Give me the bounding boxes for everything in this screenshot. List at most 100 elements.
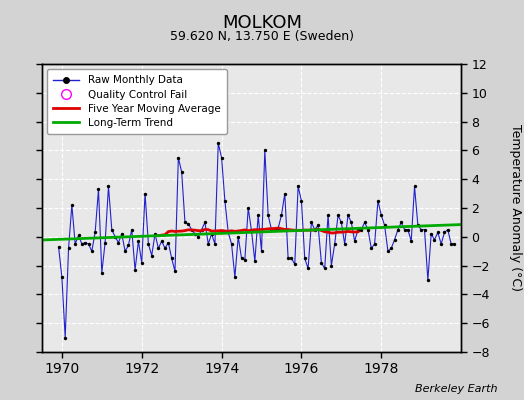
Point bbox=[327, 262, 335, 269]
Point bbox=[241, 257, 249, 263]
Point bbox=[370, 241, 379, 247]
Point bbox=[274, 225, 282, 231]
Point bbox=[168, 255, 176, 262]
Point bbox=[260, 147, 269, 154]
Text: Berkeley Earth: Berkeley Earth bbox=[416, 384, 498, 394]
Point bbox=[270, 226, 279, 233]
Point bbox=[134, 238, 143, 244]
Point bbox=[224, 229, 233, 236]
Point bbox=[184, 221, 192, 227]
Point bbox=[434, 229, 442, 236]
Point bbox=[88, 248, 96, 254]
Text: MOLKOM: MOLKOM bbox=[222, 14, 302, 32]
Point bbox=[410, 183, 419, 190]
Point bbox=[131, 267, 139, 273]
Point bbox=[420, 226, 429, 233]
Point bbox=[390, 236, 399, 243]
Point bbox=[54, 244, 63, 250]
Point bbox=[447, 241, 455, 247]
Point bbox=[181, 219, 189, 226]
Point bbox=[144, 241, 152, 247]
Point bbox=[204, 241, 212, 247]
Point bbox=[107, 226, 116, 233]
Point bbox=[250, 258, 259, 264]
Point bbox=[374, 198, 382, 204]
Point bbox=[141, 190, 149, 197]
Point bbox=[221, 198, 229, 204]
Point bbox=[367, 245, 376, 252]
Point bbox=[158, 238, 166, 244]
Point bbox=[424, 277, 432, 283]
Point bbox=[304, 265, 312, 272]
Point bbox=[111, 234, 119, 240]
Point bbox=[361, 219, 369, 226]
Point bbox=[307, 219, 315, 226]
Point bbox=[334, 212, 342, 218]
Point bbox=[91, 229, 100, 236]
Point bbox=[117, 231, 126, 237]
Point bbox=[217, 154, 226, 161]
Point bbox=[61, 334, 69, 341]
Point bbox=[104, 183, 113, 190]
Point bbox=[314, 222, 322, 228]
Point bbox=[84, 241, 93, 247]
Point bbox=[174, 154, 182, 161]
Point bbox=[237, 255, 246, 262]
Point bbox=[71, 241, 79, 247]
Point bbox=[377, 212, 386, 218]
Point bbox=[284, 255, 292, 262]
Point bbox=[450, 241, 458, 247]
Point bbox=[344, 212, 352, 218]
Point bbox=[78, 241, 86, 247]
Point bbox=[440, 229, 449, 236]
Point bbox=[101, 239, 110, 246]
Point bbox=[287, 255, 296, 262]
Point bbox=[247, 228, 256, 234]
Point bbox=[154, 245, 162, 252]
Point bbox=[214, 140, 223, 146]
Point bbox=[234, 234, 243, 240]
Point bbox=[94, 186, 103, 192]
Point bbox=[317, 260, 325, 266]
Point bbox=[208, 231, 216, 237]
Point bbox=[171, 268, 179, 274]
Point bbox=[437, 241, 445, 247]
Point bbox=[267, 226, 276, 233]
Point bbox=[164, 239, 172, 246]
Point bbox=[351, 238, 359, 244]
Point bbox=[294, 183, 302, 190]
Point bbox=[127, 226, 136, 233]
Point bbox=[188, 226, 196, 233]
Point bbox=[384, 248, 392, 254]
Point bbox=[137, 260, 146, 266]
Point bbox=[277, 212, 286, 218]
Point bbox=[178, 169, 186, 175]
Point bbox=[427, 231, 435, 237]
Point bbox=[380, 222, 389, 228]
Point bbox=[211, 241, 219, 247]
Point bbox=[430, 236, 439, 243]
Point bbox=[58, 274, 66, 280]
Point bbox=[244, 205, 253, 211]
Point bbox=[341, 241, 349, 247]
Point bbox=[364, 226, 372, 233]
Point bbox=[407, 238, 416, 244]
Point bbox=[231, 274, 239, 280]
Y-axis label: Temperature Anomaly (°C): Temperature Anomaly (°C) bbox=[509, 124, 522, 292]
Point bbox=[201, 219, 209, 226]
Point bbox=[297, 198, 305, 204]
Point bbox=[257, 248, 266, 254]
Point bbox=[357, 226, 366, 233]
Point bbox=[413, 222, 422, 228]
Point bbox=[400, 226, 409, 233]
Point bbox=[74, 232, 83, 238]
Point bbox=[397, 219, 406, 226]
Point bbox=[347, 219, 355, 226]
Point bbox=[337, 219, 345, 226]
Point bbox=[280, 190, 289, 197]
Point bbox=[151, 231, 159, 237]
Point bbox=[264, 212, 272, 218]
Point bbox=[324, 212, 332, 218]
Point bbox=[331, 241, 339, 247]
Point bbox=[97, 270, 106, 276]
